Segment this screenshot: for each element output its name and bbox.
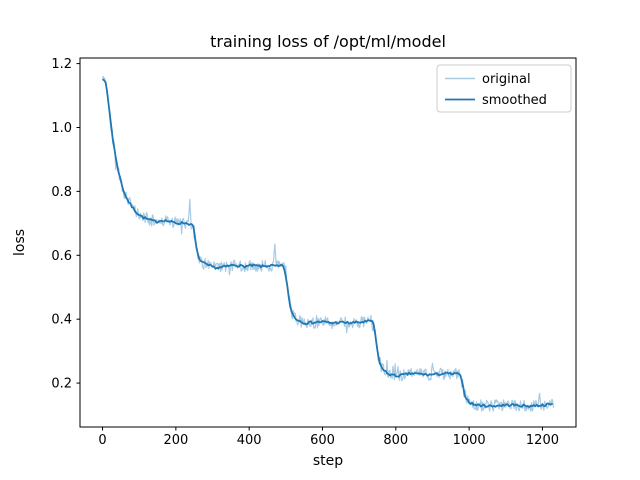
y-axis-label: loss (12, 229, 28, 256)
series-group (101, 75, 555, 412)
x-tick-label: 800 (383, 433, 408, 448)
y-tick-label: 0.4 (51, 313, 72, 328)
x-tick-label: 400 (237, 433, 262, 448)
plot-background (80, 58, 576, 427)
x-tick-label: 0 (98, 433, 106, 448)
y-tick-label: 1.0 (51, 121, 72, 136)
legend-label-original: original (482, 72, 531, 87)
y-tick-label: 0.2 (51, 377, 72, 392)
y-tick-label: 0.8 (51, 185, 72, 200)
legend-label-smoothed: smoothed (482, 93, 547, 108)
y-tick-label: 1.2 (51, 57, 72, 72)
series-smoothed-line (102, 78, 554, 409)
chart-title: training loss of /opt/ml/model (210, 32, 446, 51)
x-tick-label: 1200 (526, 433, 559, 448)
y-tick-label: 0.6 (51, 249, 72, 264)
x-tick-label: 200 (163, 433, 188, 448)
x-axis-label: step (313, 453, 343, 469)
axes-spines (79, 57, 577, 428)
axis-ticks: 0 200 400 600 800 1000 1200 0.2 0.4 0.6 0.8 1.0 1.2 (51, 57, 559, 448)
x-tick-label: 600 (310, 433, 335, 448)
x-tick-label: 1000 (453, 433, 486, 448)
legend: original smoothed (436, 64, 572, 113)
